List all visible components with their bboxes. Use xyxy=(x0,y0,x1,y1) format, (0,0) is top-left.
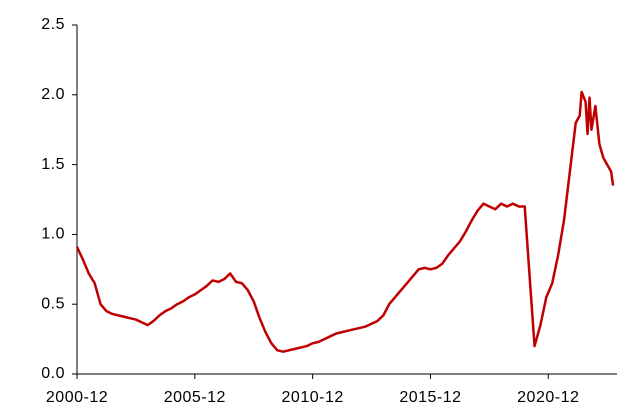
x-tick-label: 2015-12 xyxy=(399,389,461,406)
y-tick-label: 0.0 xyxy=(41,365,65,382)
y-tick-label: 1.5 xyxy=(41,156,65,173)
x-tick-label: 2000-12 xyxy=(46,389,108,406)
y-tick-label: 0.5 xyxy=(41,295,65,312)
line xyxy=(75,90,615,353)
y-tick-label: 2.5 xyxy=(41,16,65,33)
y-tick-label: 2.0 xyxy=(41,86,65,103)
x-tick-label: 2020-12 xyxy=(517,389,579,406)
y-tick-label: 1.0 xyxy=(41,226,65,243)
x-tick-label: 2005-12 xyxy=(164,389,226,406)
x-tick-label: 2010-12 xyxy=(282,389,344,406)
